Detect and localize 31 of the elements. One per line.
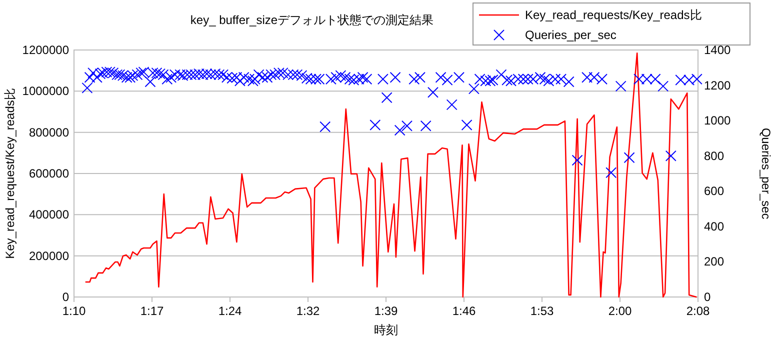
y2-tick-label: 800: [704, 148, 724, 163]
y-tick-label: 1000000: [22, 84, 70, 98]
y2-tick-label: 1200: [704, 78, 732, 92]
y-tick-label: 600000: [28, 166, 70, 180]
x-tick-label: 1:17: [140, 304, 164, 318]
x-tick-label: 1:24: [218, 304, 242, 318]
x-tick-label: 2:08: [686, 304, 710, 318]
y-tick-label: 800000: [28, 125, 70, 140]
y2-tick-label: 400: [704, 219, 724, 234]
x-tick-label: 1:39: [374, 304, 398, 318]
y-tick-label: 200000: [28, 248, 70, 263]
y2-tick-label: 1000: [704, 114, 732, 128]
legend-label: Queries_per_sec: [525, 28, 616, 42]
x-tick-label: 1:53: [530, 304, 554, 318]
y2-tick-label: 1400: [704, 43, 732, 57]
chart-title: key_ buffer_sizeデフォルト状態での測定結果: [190, 13, 434, 27]
y-tick-label: 1200000: [22, 43, 70, 57]
y2-tick-label: 0: [704, 290, 711, 304]
line-series: [85, 52, 697, 298]
x-tick-label: 2:00: [608, 304, 632, 318]
legend-label: Key_read_requests/Key_reads比: [525, 8, 702, 22]
y2-axis-title: Queries_per_sec: [759, 128, 773, 220]
x-axis-title: 時刻: [374, 323, 398, 337]
y-tick-label: 400000: [28, 208, 70, 222]
y2-tick-label: 600: [704, 184, 724, 198]
x-tick-label: 1:32: [296, 304, 320, 318]
y2-tick-label: 200: [704, 254, 724, 269]
x-tick-label: 1:46: [452, 304, 476, 318]
y-axis-title: Key_read_request/Key_reads比: [3, 88, 17, 259]
y-tick-label: 0: [62, 290, 70, 304]
x-tick-label: 1:10: [62, 304, 86, 318]
